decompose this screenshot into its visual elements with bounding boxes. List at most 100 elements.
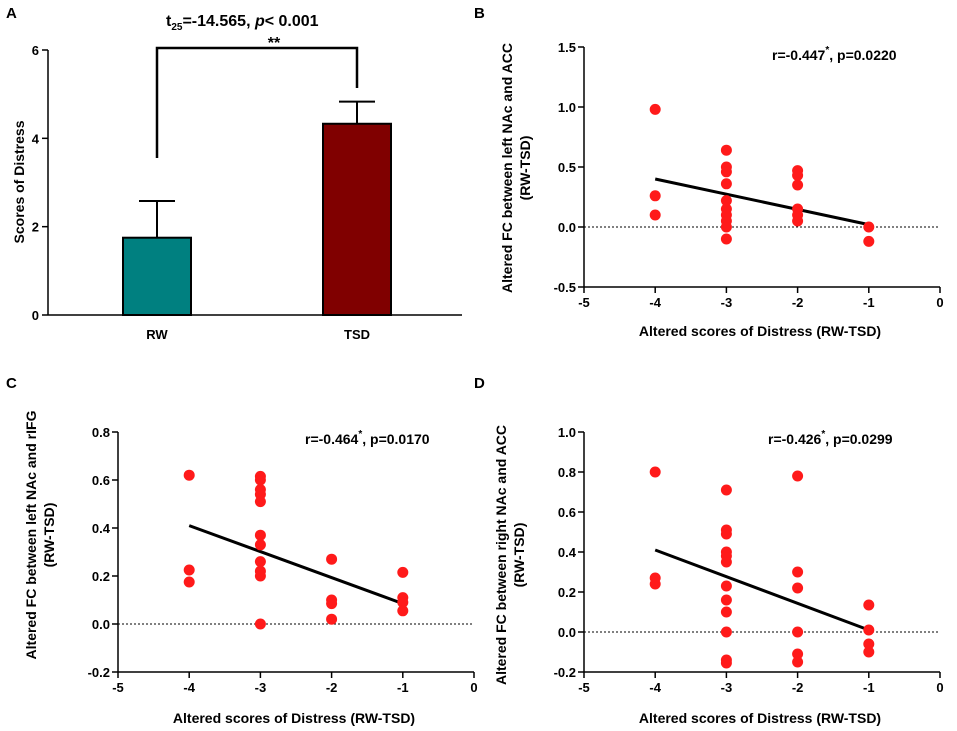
panel-a-y-axis-title: Scores of Distress: [11, 120, 27, 243]
panel-c-data-point: [326, 598, 338, 610]
panel-d-regression-line: [654, 548, 870, 632]
panel-b-y-tick-label: -0.5: [554, 280, 576, 295]
panel-c-y-axis-title-line2: (RW-TSD): [41, 503, 57, 568]
panel-b-y-tick-label: 0.0: [558, 220, 576, 235]
panel-b-y-axis-title: Altered FC between left NAc and ACC: [499, 43, 515, 293]
panel-c-y-tick-label: -0.2: [88, 665, 110, 680]
panel-a-bracket-line: [155, 46, 359, 158]
panel-a-stat-value: =-14.565,: [182, 13, 255, 30]
panel-b-data-point: [792, 215, 804, 227]
panel-b-x-tick-label: -3: [721, 295, 733, 310]
panel-c-data-point: [254, 474, 266, 486]
panel-a-significance-stars: **: [268, 35, 281, 52]
panel-d-data-point: [720, 594, 732, 606]
panel-b-y-tick-label: 0.5: [558, 160, 576, 175]
panel-b-r-value: r=-0.447: [772, 47, 826, 63]
panel-b-data-point: [720, 178, 732, 190]
panel-d-data-point: [649, 466, 661, 478]
panel-b-data-point: [720, 144, 732, 156]
panel-c-data-point: [397, 605, 409, 617]
panel-d-data-point: [792, 566, 804, 578]
panel-d-y-tick-label: 0.8: [558, 465, 576, 480]
panel-c-data-point: [254, 539, 266, 551]
panel-c-x-tick-label: -4: [183, 680, 195, 695]
panel-d-data-point: [792, 648, 804, 660]
panel-b-x-tick-label: -4: [649, 295, 661, 310]
panel-b-data-point: [863, 235, 875, 247]
panel-b-data-point: [649, 103, 661, 115]
panel-d-data-point: [863, 638, 875, 650]
panel-c-x-tick-label: -1: [397, 680, 409, 695]
panel-d-data-point: [720, 657, 732, 669]
panel-b-data-point: [649, 190, 661, 202]
panel-d-x-tick-label: -3: [721, 680, 733, 695]
panel-c-y-tick-label: 0.6: [92, 473, 110, 488]
panel-d-y-axis-title: Altered FC between right NAc and ACC: [493, 425, 509, 685]
panel-b-plot: -0.5 0.0 0.5 1.0 1.5 -5 -4 -3 -2 -1 0: [554, 40, 944, 310]
panel-d-data-point: [720, 484, 732, 496]
panel-b-y-tick-label: 1.0: [558, 100, 576, 115]
panel-b-p-value: , p=0.0220: [829, 47, 897, 63]
panel-c-data-point: [326, 553, 338, 565]
panel-c-data-point: [254, 496, 266, 508]
panel-d-data-point: [720, 606, 732, 618]
panel-c-y-tick-label: 0.4: [92, 521, 111, 536]
panel-d-y-tick-label: 0.2: [558, 585, 576, 600]
panel-d-data-point: [720, 528, 732, 540]
panel-b-letter: B: [474, 5, 485, 22]
panel-c-y-tick-label: 0.2: [92, 569, 110, 584]
panel-c-x-tick-label: -2: [326, 680, 338, 695]
panel-a-x-tick-label: TSD: [344, 327, 370, 342]
panel-d-y-tick-label: 1.0: [558, 425, 576, 440]
panel-c-data-point: [397, 566, 409, 578]
panel-b-data-point: [863, 221, 875, 233]
panel-d: D Altered FC between right NAc and ACC (…: [474, 375, 944, 726]
panel-b-x-tick-label: -2: [792, 295, 804, 310]
panel-b: B Altered FC between left NAc and ACC (R…: [474, 5, 944, 339]
panel-c-y-tick-label: 0.8: [92, 425, 110, 440]
panel-d-significance-mark: *: [821, 429, 825, 440]
panel-d-x-tick-label: -2: [792, 680, 804, 695]
panel-c-regression-line: [188, 524, 404, 606]
panel-a-y-ticks: 0 2 4 6: [32, 43, 48, 323]
panel-c-r-value: r=-0.464: [305, 431, 359, 447]
panel-a-stat-subscript: 25: [171, 22, 183, 33]
panel-c-y-axis-title: Altered FC between left NAc and rIFG: [23, 410, 39, 659]
panel-d-y-axis-title-line2: (RW-TSD): [511, 523, 527, 588]
panel-c-data-point: [254, 556, 266, 568]
panel-c-data-point: [326, 613, 338, 625]
panel-b-data-point: [649, 209, 661, 221]
panel-c-x-tick-label: -3: [255, 680, 267, 695]
panel-b-significance-mark: *: [825, 45, 829, 56]
panel-d-data-point: [649, 578, 661, 590]
panel-c-letter: C: [6, 375, 17, 392]
panel-d-data-point: [792, 582, 804, 594]
panel-c-data-point: [183, 564, 195, 576]
panel-d-r-value: r=-0.426: [768, 431, 822, 447]
panel-a-x-tick-labels: RW TSD: [146, 327, 370, 342]
panel-c-data-point: [254, 529, 266, 541]
panel-d-data-point: [792, 626, 804, 638]
panel-a-t-statistic: t25=-14.565, p< 0.001: [166, 13, 319, 33]
panel-a-bars: [122, 100, 392, 316]
panel-a: A t25=-14.565, p< 0.001 ** Scores of Dis…: [6, 5, 462, 342]
panel-d-x-tick-label: 0: [936, 680, 943, 695]
panel-c: C Altered FC between left NAc and rIFG (…: [6, 375, 478, 726]
panel-d-correlation-label: r=-0.426*, p=0.0299: [768, 429, 893, 447]
panel-c-significance-mark: *: [358, 429, 362, 440]
panel-b-data-point: [720, 195, 732, 207]
panel-c-data-point: [254, 618, 266, 630]
panel-a-axes: [47, 50, 462, 316]
panel-b-y-tick-label: 1.5: [558, 40, 576, 55]
panel-d-p-value: , p=0.0299: [825, 431, 893, 447]
panel-b-x-tick-label: -5: [578, 295, 590, 310]
panel-d-data-point: [792, 470, 804, 482]
panel-d-x-tick-label: -1: [863, 680, 875, 695]
panel-d-plot: -0.2 0.0 0.2 0.4 0.6 0.8 1.0 -5 -4 -3 -2 -1 0: [554, 425, 944, 695]
panel-b-data-point: [792, 169, 804, 181]
panel-a-y-tick-label: 2: [32, 220, 39, 235]
panel-a-stat-prefix: t: [166, 13, 172, 30]
panel-b-x-tick-label: 0: [936, 295, 943, 310]
panel-c-correlation-label: r=-0.464*, p=0.0170: [305, 429, 430, 447]
